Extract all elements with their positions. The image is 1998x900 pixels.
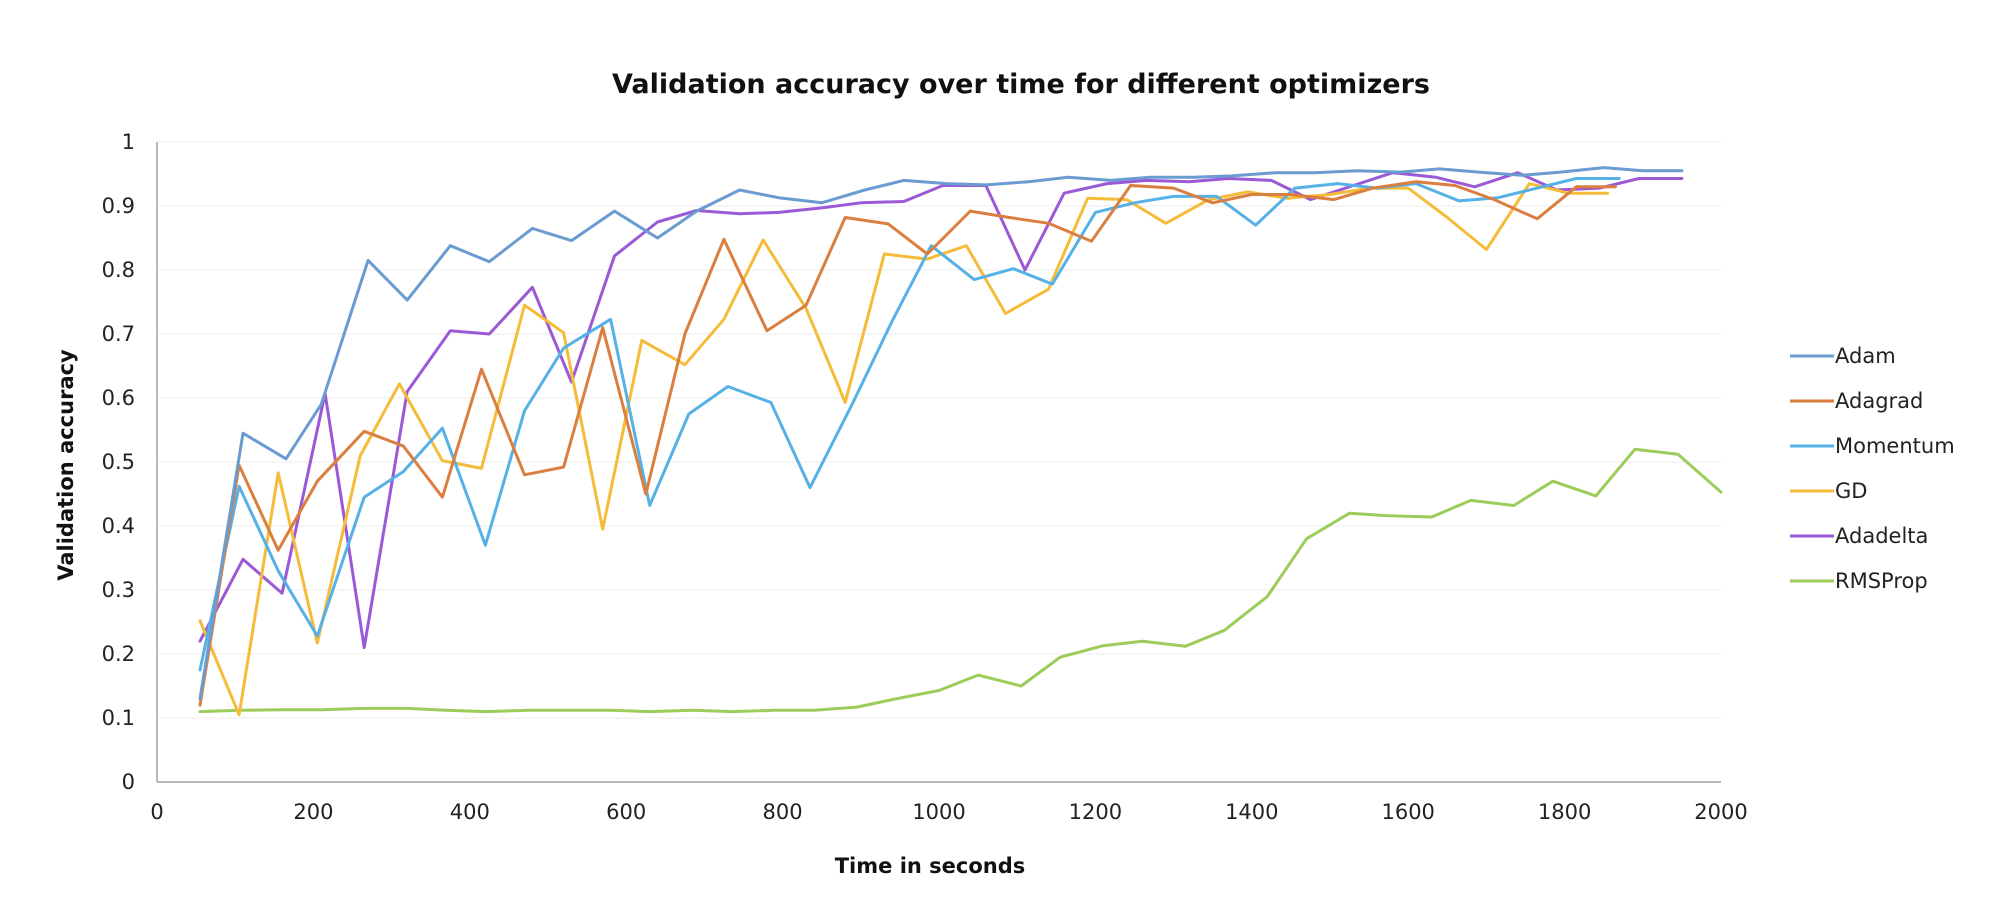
series-line-rmsprop	[198, 447, 1723, 714]
x-tick-label: 1200	[1069, 800, 1122, 824]
y-tick-label: 0.3	[102, 578, 135, 602]
y-tick-label: 0	[122, 770, 135, 794]
x-axis-label: Time in seconds	[835, 854, 1026, 878]
legend-item: Adam	[1790, 344, 1896, 368]
x-tick-label: 0	[150, 800, 163, 824]
series-line-momentum	[198, 177, 1621, 672]
legend: Adam Adagrad Momentum GD Adadelta RMSProp	[1790, 344, 1955, 593]
x-tick-label: 1800	[1538, 800, 1591, 824]
legend-item: Adagrad	[1790, 389, 1923, 413]
legend-item: Momentum	[1790, 434, 1955, 458]
y-tick-label: 0.6	[102, 386, 135, 410]
legend-label: Adagrad	[1835, 389, 1923, 413]
y-tick-label: 0.5	[102, 450, 135, 474]
legend-label: Adadelta	[1835, 524, 1928, 548]
series-line-adam	[198, 166, 1684, 701]
x-tick-label: 2000	[1694, 800, 1747, 824]
x-tick-label: 800	[763, 800, 803, 824]
series-line-adagrad	[198, 180, 1617, 707]
y-tick-label: 0.7	[102, 322, 135, 346]
legend-item: Adadelta	[1790, 524, 1928, 548]
y-tick-label: 0.1	[102, 706, 135, 730]
y-axis-label: Validation accuracy	[54, 349, 78, 581]
series-line-gd	[198, 182, 1610, 717]
y-tick-label: 0.8	[102, 258, 135, 282]
chart-title: Validation accuracy over time for differ…	[612, 69, 1430, 100]
x-tick-label: 600	[606, 800, 646, 824]
legend-label: RMSProp	[1835, 569, 1928, 593]
x-axis-ticks: 0 200 400 600 800 1000 1200 1400 1600 1800 2000	[150, 800, 1747, 824]
series-line-adadelta	[198, 171, 1684, 650]
legend-item: RMSProp	[1790, 569, 1928, 593]
series-lines	[198, 166, 1723, 717]
y-tick-label: 1	[122, 130, 135, 154]
legend-label: Momentum	[1835, 434, 1955, 458]
y-tick-label: 0.4	[102, 514, 135, 538]
x-tick-label: 400	[450, 800, 490, 824]
gridlines	[157, 141, 1721, 719]
y-axis-ticks: 0 0.1 0.2 0.3 0.4 0.5 0.6 0.7 0.8 0.9 1	[102, 130, 135, 794]
legend-label: Adam	[1835, 344, 1896, 368]
x-tick-label: 1400	[1225, 800, 1278, 824]
x-tick-label: 1600	[1381, 800, 1434, 824]
y-tick-label: 0.2	[102, 642, 135, 666]
legend-item: GD	[1790, 479, 1867, 503]
y-tick-label: 0.9	[102, 194, 135, 218]
x-tick-label: 1000	[912, 800, 965, 824]
x-tick-label: 200	[293, 800, 333, 824]
legend-label: GD	[1835, 479, 1867, 503]
axes	[156, 142, 1721, 783]
